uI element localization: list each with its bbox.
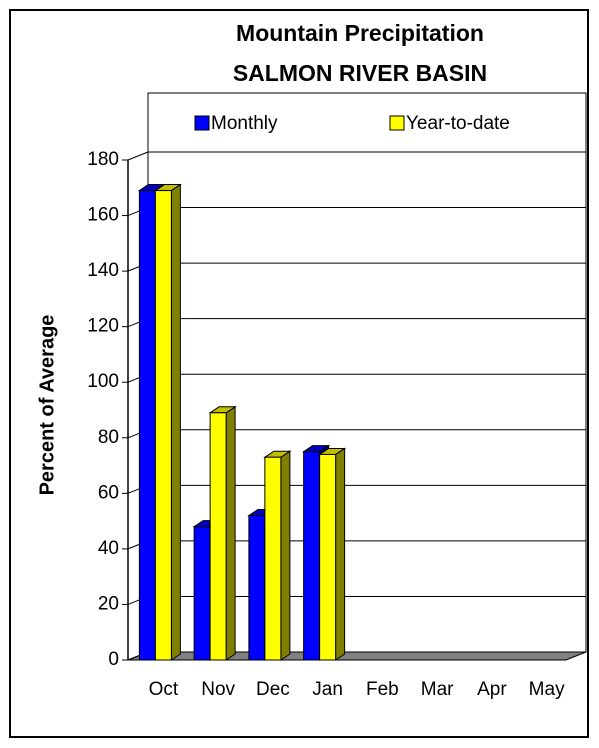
y-tick-label: 0 <box>108 649 119 670</box>
y-axis-label: Percent of Average <box>36 315 58 496</box>
y-tick-label: 140 <box>87 260 119 281</box>
grid-line-side <box>127 151 149 161</box>
y-tick-label: 100 <box>87 371 119 392</box>
y-tick-label: 180 <box>87 149 119 170</box>
y-tick-label: 60 <box>98 482 119 503</box>
x-tick-label: Dec <box>256 679 290 700</box>
y-tick-label: 120 <box>87 316 119 337</box>
legend-label: Monthly <box>211 113 278 134</box>
chart-subtitle: SALMON RIVER BASIN <box>233 60 487 86</box>
bar-side <box>170 183 181 661</box>
x-tick-label: Apr <box>477 679 507 700</box>
bar-front <box>319 453 337 661</box>
bar-side <box>280 450 291 661</box>
legend-swatch <box>194 115 210 131</box>
legend-swatch <box>389 115 405 131</box>
bar <box>208 405 237 661</box>
bar-front <box>248 515 266 661</box>
y-tick-label: 160 <box>87 205 119 226</box>
x-tick-label: Jan <box>312 679 343 700</box>
y-tick-label: 80 <box>98 427 119 448</box>
legend-label: Year-to-date <box>406 113 510 134</box>
y-tick-label: 40 <box>98 538 119 559</box>
bar-front <box>209 412 227 661</box>
bar-front <box>303 451 321 661</box>
bar <box>317 447 347 661</box>
bar-front <box>264 456 282 661</box>
bar <box>153 183 183 661</box>
bar-front <box>138 190 156 661</box>
y-tick-label: 20 <box>98 593 119 614</box>
x-tick-label: May <box>529 679 565 700</box>
x-tick-label: Oct <box>149 679 179 700</box>
x-tick-label: Nov <box>201 679 235 700</box>
x-tick-label: Mar <box>421 679 454 700</box>
bar-side <box>335 447 346 661</box>
chart-title: Mountain Precipitation <box>236 20 484 46</box>
bar-front <box>154 190 172 661</box>
x-tick-label: Feb <box>366 679 399 700</box>
legend <box>147 92 587 153</box>
bar-front <box>193 526 211 661</box>
bar <box>263 450 292 661</box>
bar-side <box>225 405 236 661</box>
